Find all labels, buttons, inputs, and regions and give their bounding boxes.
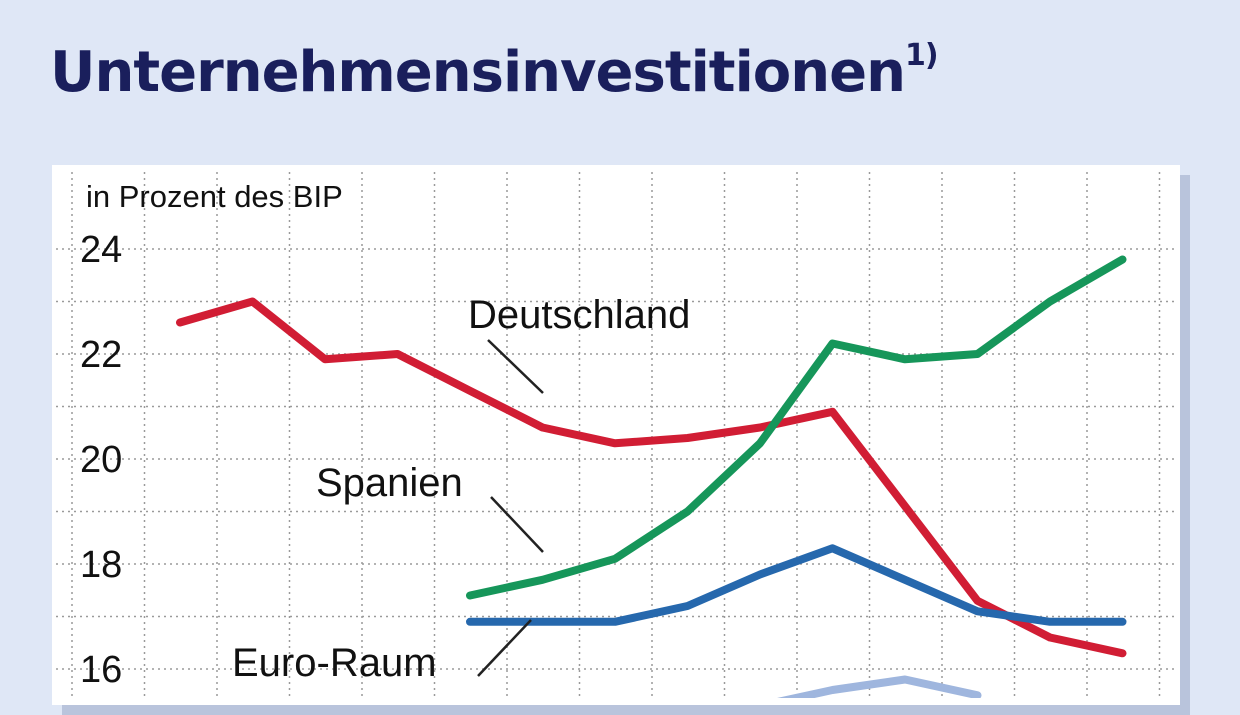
y-tick-label: 20 [80,439,122,481]
y-axis-label: in Prozent des BIP [86,179,343,214]
chart-title-text: Unternehmensinvestitionen [50,40,906,105]
label-leader-lines [477,339,544,677]
leader-euro-raum [477,619,532,677]
y-tick-labels: 16 18 20 22 24 [80,229,122,691]
leader-spanien [490,496,544,553]
line-chart: in Prozent des BIP 16 18 20 22 24 Deutschlan… [56,172,1176,698]
y-tick-label: 24 [80,229,122,271]
label-deutschland: Deutschland [468,293,690,337]
label-euro-raum: Euro-Raum [232,641,437,685]
y-tick-label: 18 [80,544,122,586]
label-spanien: Spanien [316,461,463,505]
series-line-spanien [466,255,1127,600]
y-tick-label: 22 [80,334,122,376]
y-tick-label: 16 [80,649,122,691]
title-footnote: 1) [904,38,939,74]
series-line-euro-raum [466,544,1127,626]
chart-title: Unternehmensinvestitionen1) [50,38,939,105]
series-line-deutschland [176,297,1127,658]
leader-deutschland [487,339,544,394]
